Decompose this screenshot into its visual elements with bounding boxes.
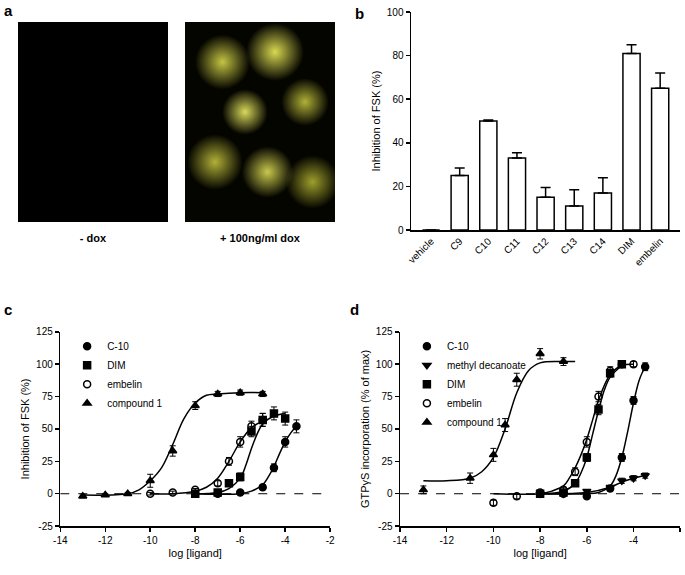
svg-text:50: 50 bbox=[381, 423, 393, 434]
svg-text:C-10: C-10 bbox=[107, 341, 129, 352]
svg-text:log [ligand]: log [ligand] bbox=[169, 547, 222, 559]
svg-text:40: 40 bbox=[392, 137, 404, 148]
svg-text:60: 60 bbox=[392, 94, 404, 105]
svg-text:embelin: embelin bbox=[633, 236, 666, 269]
svg-text:C14: C14 bbox=[587, 235, 608, 256]
svg-text:25: 25 bbox=[42, 456, 54, 467]
svg-text:C12: C12 bbox=[530, 235, 551, 256]
svg-text:C13: C13 bbox=[558, 235, 579, 256]
svg-text:-4: -4 bbox=[629, 535, 638, 546]
svg-text:DIM: DIM bbox=[107, 360, 125, 371]
svg-text:-14: -14 bbox=[393, 535, 408, 546]
svg-text:75: 75 bbox=[381, 391, 393, 402]
html-text:a: a bbox=[4, 2, 13, 19]
svg-text:embelin: embelin bbox=[447, 398, 482, 409]
svg-text:-12: -12 bbox=[98, 535, 113, 546]
svg-text:20: 20 bbox=[392, 181, 404, 192]
svg-text:25: 25 bbox=[381, 456, 393, 467]
svg-text:0: 0 bbox=[387, 488, 393, 499]
svg-text:-10: -10 bbox=[143, 535, 158, 546]
svg-text:125: 125 bbox=[36, 326, 53, 337]
html-text:+ 100ng/ml dox: + 100ng/ml dox bbox=[220, 232, 300, 244]
svg-text:-2: -2 bbox=[326, 535, 335, 546]
svg-text:-6: -6 bbox=[236, 535, 245, 546]
svg-text:log [ligand]: log [ligand] bbox=[514, 547, 567, 559]
svg-text:compound 1: compound 1 bbox=[107, 398, 162, 409]
svg-text:C11: C11 bbox=[502, 235, 523, 256]
svg-text:75: 75 bbox=[42, 391, 54, 402]
svg-text:-10: -10 bbox=[486, 535, 501, 546]
svg-text:125: 125 bbox=[376, 326, 393, 337]
svg-text:DIM: DIM bbox=[447, 379, 465, 390]
svg-text:compound 1: compound 1 bbox=[447, 417, 502, 428]
svg-text:-8: -8 bbox=[191, 535, 200, 546]
svg-text:80: 80 bbox=[392, 50, 404, 61]
svg-text:-25: -25 bbox=[38, 521, 53, 532]
svg-text:0: 0 bbox=[398, 225, 404, 236]
svg-text:C10: C10 bbox=[473, 235, 494, 256]
svg-text:Inhibition of FSK (%): Inhibition of FSK (%) bbox=[19, 379, 31, 480]
svg-text:-12: -12 bbox=[440, 535, 455, 546]
svg-text:-6: -6 bbox=[582, 535, 591, 546]
svg-text:embelin: embelin bbox=[107, 379, 142, 390]
svg-text:0: 0 bbox=[47, 488, 53, 499]
svg-text:vehicle: vehicle bbox=[406, 235, 436, 265]
svg-text:-4: -4 bbox=[281, 535, 290, 546]
html-text:- dox: - dox bbox=[79, 232, 107, 244]
svg-text:DIM: DIM bbox=[616, 236, 637, 257]
svg-text:b: b bbox=[355, 5, 364, 22]
svg-text:methyl decanoate: methyl decanoate bbox=[447, 360, 526, 371]
svg-text:100: 100 bbox=[376, 359, 393, 370]
svg-text:Inhibition of FSK (%): Inhibition of FSK (%) bbox=[370, 71, 382, 172]
svg-text:-8: -8 bbox=[536, 535, 545, 546]
svg-text:c: c bbox=[4, 301, 12, 318]
svg-text:-14: -14 bbox=[53, 535, 68, 546]
svg-text:100: 100 bbox=[387, 7, 404, 18]
svg-text:d: d bbox=[350, 301, 359, 318]
svg-text:C-10: C-10 bbox=[447, 341, 469, 352]
svg-text:100: 100 bbox=[36, 359, 53, 370]
svg-text:GTPγS incorporation (% of max): GTPγS incorporation (% of max) bbox=[359, 350, 371, 508]
svg-text:50: 50 bbox=[42, 423, 54, 434]
svg-text:C9: C9 bbox=[448, 235, 465, 252]
svg-text:-25: -25 bbox=[378, 521, 393, 532]
